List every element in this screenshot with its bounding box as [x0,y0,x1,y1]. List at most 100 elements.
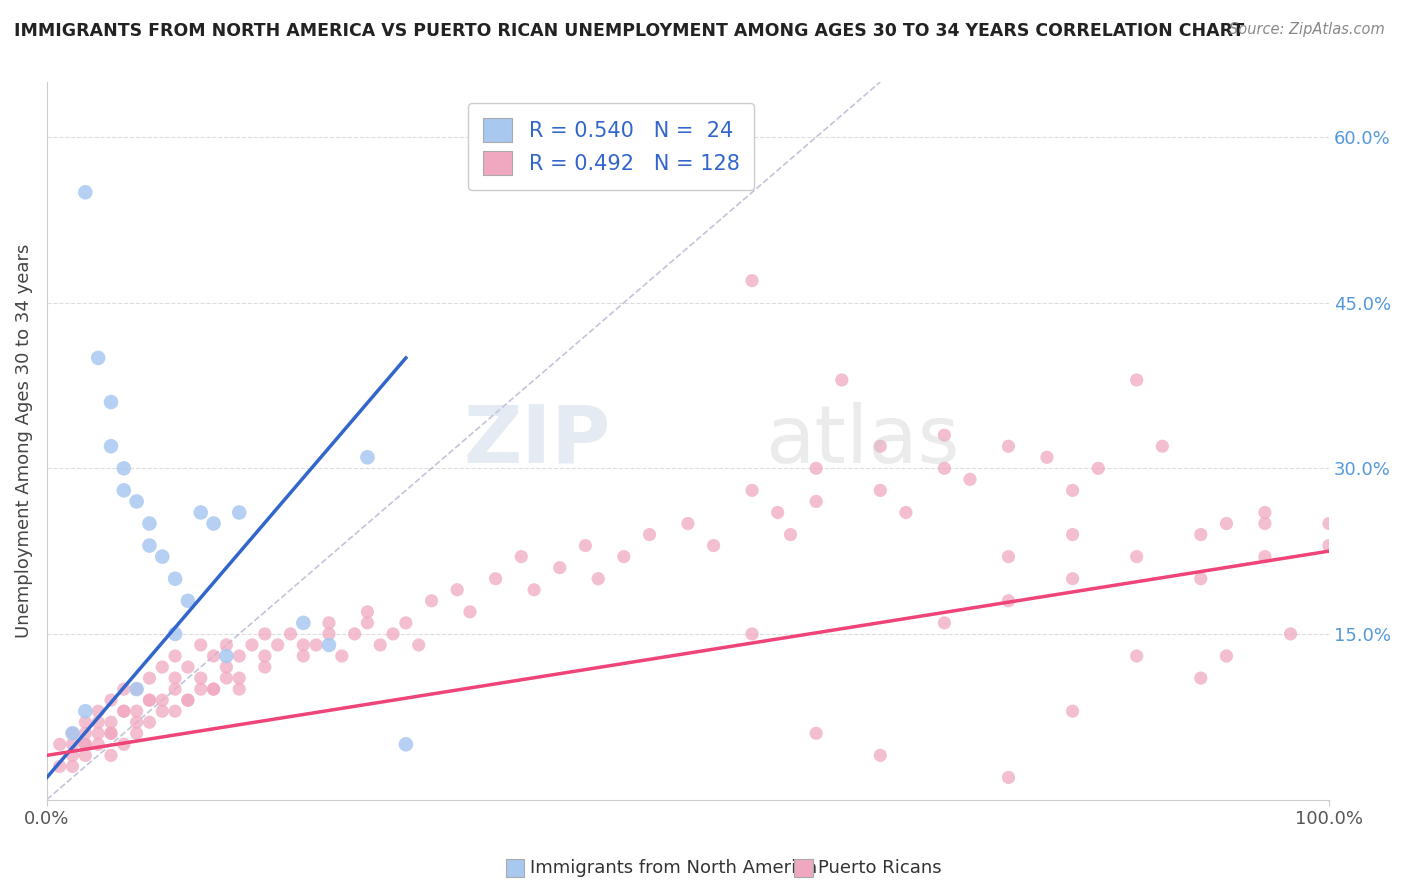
Point [100,748,122,763]
Point [458,605,481,619]
Point [150,660,173,674]
Point [62,737,84,751]
Point [138,693,160,707]
Point [292,648,315,663]
Point [138,715,160,730]
Point [1254,516,1277,531]
Point [1062,483,1084,498]
Point [190,506,212,520]
Point [125,682,148,697]
Point [100,395,122,409]
Point [1254,506,1277,520]
Point [228,682,250,697]
Point [997,549,1019,564]
Point [292,615,315,630]
Point [1317,539,1340,553]
Point [48,759,70,773]
Point [125,715,148,730]
Point [62,748,84,763]
Point [741,483,763,498]
Point [165,627,187,641]
Point [779,527,801,541]
Point [959,472,981,486]
Point [1317,516,1340,531]
Point [1062,572,1084,586]
Point [75,704,97,718]
Legend: R = 0.540   N =  24, R = 0.492   N = 128: R = 0.540 N = 24, R = 0.492 N = 128 [468,103,754,190]
Point [382,627,405,641]
Point [523,582,546,597]
Point [1125,373,1147,387]
Point [228,671,250,685]
Point [112,704,135,718]
Point [177,693,200,707]
Point [228,648,250,663]
Point [1125,648,1147,663]
Point [638,527,661,541]
Point [1152,439,1174,453]
Point [266,638,288,652]
Point [408,638,430,652]
Point [253,660,276,674]
Point [215,660,238,674]
Point [87,351,110,365]
Point [62,726,84,740]
Point [741,274,763,288]
Point [318,638,340,652]
Point [253,627,276,641]
Point [318,615,340,630]
Point [318,627,340,641]
Point [831,373,853,387]
Point [190,638,212,652]
Point [1215,648,1237,663]
Point [75,715,97,730]
Point [510,549,533,564]
Point [253,648,276,663]
Point [215,638,238,652]
Point [48,737,70,751]
Point [741,627,763,641]
Point [75,186,97,200]
Point [368,638,391,652]
Point [177,594,200,608]
Point [165,572,187,586]
Point [395,737,418,751]
Point [1215,516,1237,531]
Point [395,615,418,630]
Point [894,506,917,520]
Point [112,461,135,475]
Point [190,682,212,697]
Point [75,726,97,740]
Point [703,539,725,553]
Point [100,439,122,453]
Point [1125,549,1147,564]
Point [766,506,789,520]
Text: ZIP: ZIP [464,401,612,480]
Point [997,594,1019,608]
Point [485,572,508,586]
Point [548,560,571,574]
Point [280,627,302,641]
Point [613,549,636,564]
Point [138,516,160,531]
Point [330,648,353,663]
Point [228,506,250,520]
Point [804,461,827,475]
Point [356,605,378,619]
Point [1062,704,1084,718]
Point [446,582,468,597]
Point [1062,527,1084,541]
Point [112,483,135,498]
Y-axis label: Unemployment Among Ages 30 to 34 years: Unemployment Among Ages 30 to 34 years [15,244,32,638]
Point [190,671,212,685]
Point [934,461,956,475]
Text: Puerto Ricans: Puerto Ricans [818,859,942,877]
Point [215,648,238,663]
Point [869,439,891,453]
Text: Source: ZipAtlas.com: Source: ZipAtlas.com [1229,22,1385,37]
Point [112,704,135,718]
Point [62,726,84,740]
Point [1279,627,1302,641]
Point [934,615,956,630]
Point [215,671,238,685]
